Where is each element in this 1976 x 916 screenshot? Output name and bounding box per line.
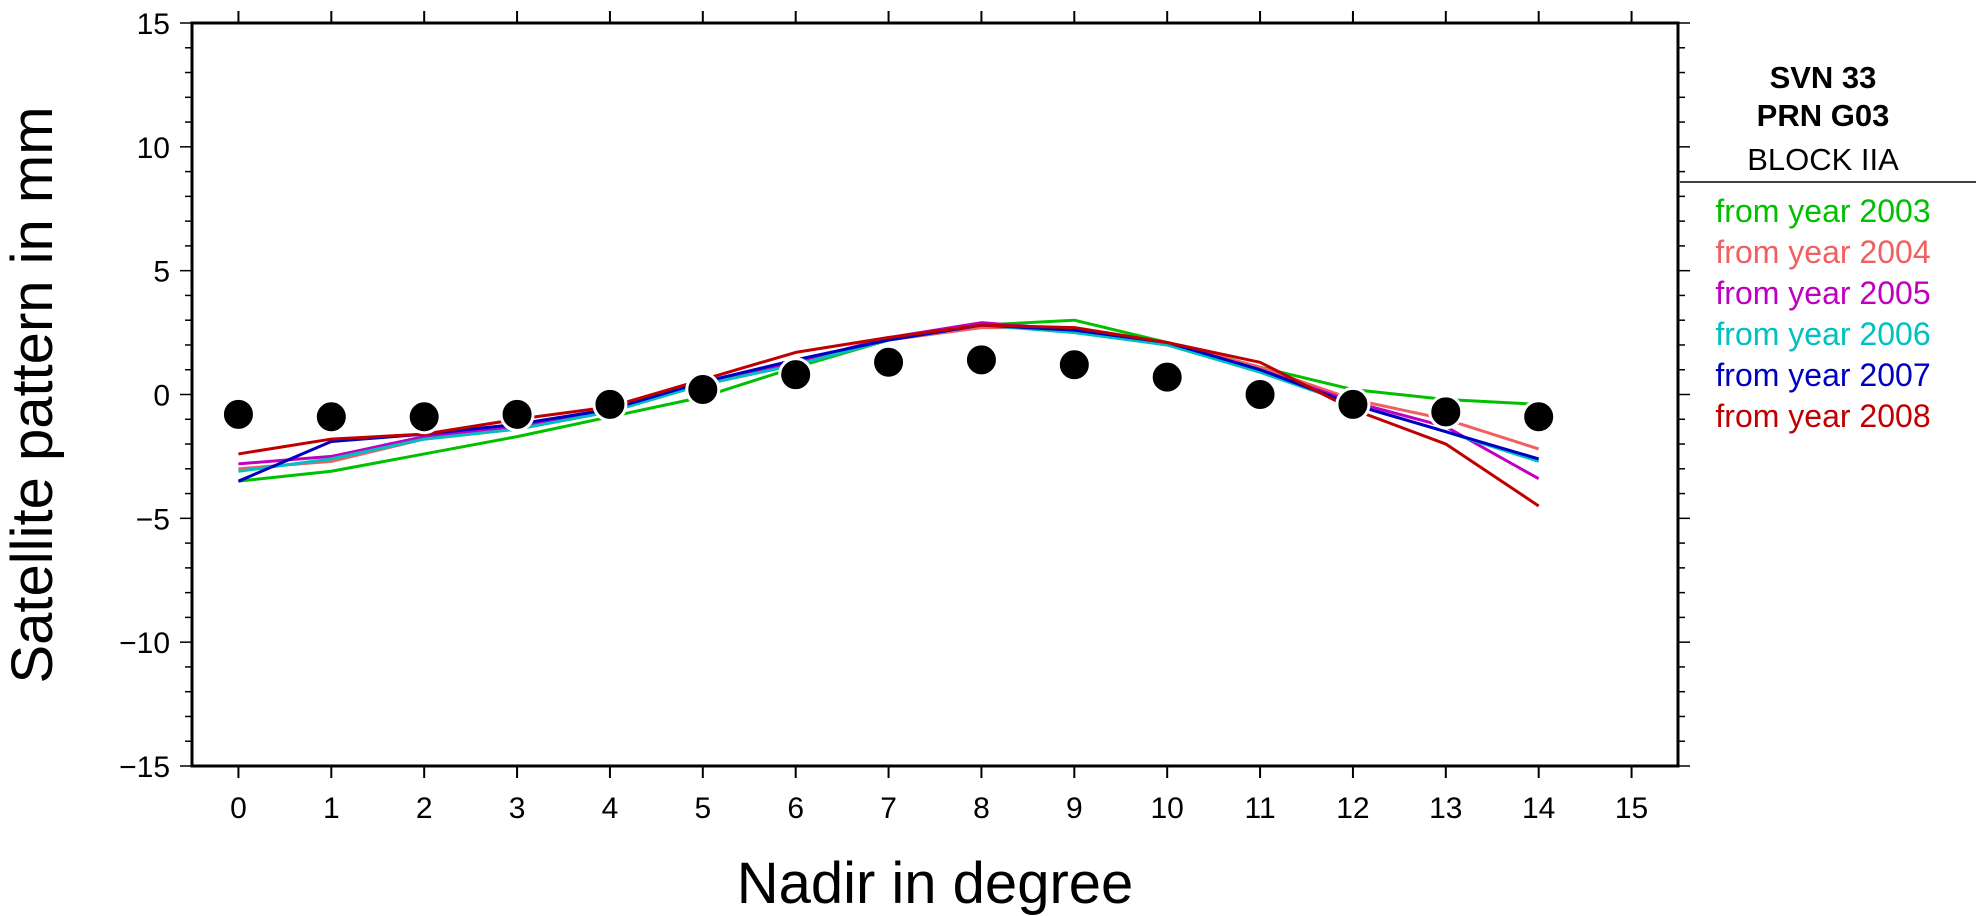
plot-frame — [190, 21, 1680, 768]
legend-prn: PRN G03 — [1757, 98, 1890, 133]
series-line-5 — [238, 323, 1540, 508]
data-point — [1335, 386, 1371, 422]
legend-svn: SVN 33 — [1770, 60, 1877, 95]
x-tick-label: 3 — [509, 792, 526, 825]
y-tick-label: −15 — [119, 751, 170, 784]
data-point — [778, 357, 814, 393]
y-tick-label: 10 — [137, 132, 170, 165]
x-tick-label: 9 — [1066, 792, 1083, 825]
legend-entry: from year 2006 — [1715, 316, 1930, 352]
legend: SVN 33 PRN G03 BLOCK IIA from year 2003 f… — [1680, 60, 1976, 434]
legend-entry: from year 2004 — [1715, 234, 1930, 270]
y-tick-label: −10 — [119, 627, 170, 660]
x-tick-label: 13 — [1429, 792, 1462, 825]
data-point — [499, 396, 535, 432]
data-point — [1242, 377, 1278, 412]
data-point — [1521, 399, 1557, 435]
x-tick-label: 4 — [602, 792, 619, 825]
x-tick-label: 8 — [973, 792, 990, 825]
x-axis-title: Nadir in degree — [737, 851, 1134, 916]
x-tick-label: 12 — [1336, 792, 1369, 825]
x-tick-label: 10 — [1151, 792, 1184, 825]
data-point — [963, 342, 999, 378]
marker-layer — [220, 342, 1557, 435]
x-tick-label: 0 — [230, 792, 247, 825]
x-tick-label: 2 — [416, 792, 433, 825]
y-axis-title: Satellite pattern in mm — [0, 106, 65, 683]
legend-entry: from year 2003 — [1715, 193, 1930, 229]
x-tick-label: 15 — [1615, 792, 1648, 825]
legend-entry: from year 2007 — [1715, 357, 1930, 393]
y-tick-label: 0 — [153, 380, 170, 413]
legend-block: BLOCK IIA — [1747, 142, 1899, 177]
x-tick-label: 6 — [787, 792, 804, 825]
y-tick-label: 5 — [153, 256, 170, 289]
legend-entry: from year 2008 — [1715, 398, 1930, 434]
data-point — [1428, 394, 1464, 430]
data-point — [685, 372, 721, 408]
series-layer — [237, 318, 1540, 508]
y-tick-label: 15 — [137, 8, 170, 41]
data-point — [592, 386, 628, 422]
data-point — [313, 399, 349, 435]
y-tick-label: −5 — [136, 503, 170, 536]
data-point — [220, 396, 256, 432]
legend-entry: from year 2005 — [1715, 275, 1930, 311]
x-tick-label: 5 — [694, 792, 711, 825]
x-tick-label: 11 — [1244, 792, 1275, 825]
data-point — [1149, 359, 1185, 395]
x-tick-label: 14 — [1522, 792, 1555, 825]
data-point — [1056, 347, 1092, 383]
x-tick-label: 7 — [880, 792, 897, 825]
x-tick-label: 1 — [323, 792, 340, 825]
data-point — [871, 344, 907, 380]
data-point — [406, 399, 442, 435]
